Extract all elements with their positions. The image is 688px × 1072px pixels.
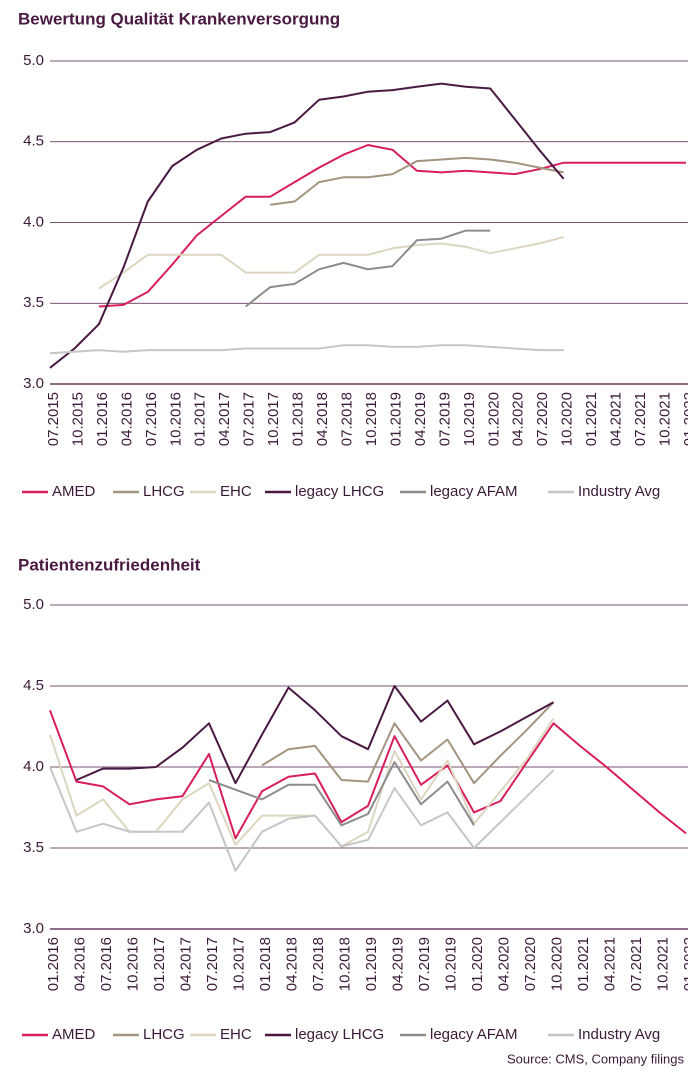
x-tick-label: 07.2020 bbox=[534, 392, 551, 446]
x-tick-label: 04.2018 bbox=[314, 392, 331, 446]
y-tick-label: 4.5 bbox=[23, 133, 44, 150]
series-line bbox=[49, 344, 564, 355]
y-tick-label: 3.5 bbox=[23, 839, 44, 856]
x-tick-label: 07.2021 bbox=[632, 392, 649, 446]
series-line bbox=[49, 709, 687, 840]
x-tick-label: 04.2020 bbox=[510, 392, 527, 446]
x-tick-label: 10.2017 bbox=[230, 937, 247, 991]
legend-label: legacy LHCG bbox=[295, 483, 384, 500]
legend-label: legacy LHCG bbox=[295, 1026, 384, 1043]
x-tick-label: 10.2021 bbox=[657, 392, 674, 446]
y-tick-label: 4.0 bbox=[23, 213, 44, 230]
legend-label: EHC bbox=[220, 1026, 252, 1043]
x-tick-label: 04.2016 bbox=[118, 392, 135, 446]
chart-title: Bewertung Qualität Krankenversorgung bbox=[18, 9, 340, 28]
legend-label: LHCG bbox=[143, 483, 185, 500]
x-tick-label: 07.2018 bbox=[310, 937, 327, 991]
x-tick-label: 01.2022 bbox=[681, 392, 688, 446]
series-line bbox=[76, 685, 554, 785]
series-line bbox=[261, 701, 555, 785]
series-line bbox=[49, 766, 555, 872]
x-tick-label: 01.2019 bbox=[387, 392, 404, 446]
source-note: Source: CMS, Company filings bbox=[507, 1051, 685, 1066]
x-tick-label: 10.2018 bbox=[336, 937, 353, 991]
x-tick-label: 04.2020 bbox=[495, 937, 512, 991]
y-tick-label: 3.0 bbox=[23, 920, 44, 937]
x-tick-label: 07.2018 bbox=[339, 392, 356, 446]
x-tick-label: 07.2016 bbox=[143, 392, 160, 446]
x-tick-label: 10.2016 bbox=[167, 392, 184, 446]
x-tick-label: 01.2021 bbox=[575, 937, 592, 991]
legend-label: AMED bbox=[52, 483, 96, 500]
x-tick-label: 10.2020 bbox=[559, 392, 576, 446]
x-tick-label: 04.2018 bbox=[283, 937, 300, 991]
x-tick-label: 07.2019 bbox=[436, 392, 453, 446]
x-tick-label: 10.2019 bbox=[442, 937, 459, 991]
x-tick-label: 01.2016 bbox=[94, 392, 111, 446]
x-tick-label: 07.2016 bbox=[98, 937, 115, 991]
x-tick-label: 01.2020 bbox=[469, 937, 486, 991]
y-tick-label: 5.0 bbox=[23, 596, 44, 613]
x-tick-label: 07.2017 bbox=[204, 937, 221, 991]
x-tick-label: 04.2021 bbox=[601, 937, 618, 991]
y-tick-label: 3.5 bbox=[23, 294, 44, 311]
x-tick-label: 04.2019 bbox=[412, 392, 429, 446]
legend-label: AMED bbox=[52, 1026, 96, 1043]
x-tick-label: 10.2020 bbox=[548, 937, 565, 991]
x-tick-label: 01.2017 bbox=[192, 392, 209, 446]
x-tick-label: 01.2018 bbox=[290, 392, 307, 446]
x-tick-label: 04.2017 bbox=[177, 937, 194, 991]
x-tick-label: 04.2019 bbox=[389, 937, 406, 991]
legend-label: Industry Avg bbox=[578, 1026, 660, 1043]
x-tick-label: 01.2022 bbox=[681, 937, 688, 991]
x-tick-label: 01.2020 bbox=[485, 392, 502, 446]
y-tick-label: 4.0 bbox=[23, 758, 44, 775]
series-line bbox=[49, 717, 555, 848]
legend-label: Industry Avg bbox=[578, 483, 660, 500]
x-tick-label: 04.2016 bbox=[71, 937, 88, 991]
chart-title: Patientenzufriedenheit bbox=[18, 555, 201, 574]
legend-label: EHC bbox=[220, 483, 252, 500]
x-tick-label: 01.2021 bbox=[583, 392, 600, 446]
x-tick-label: 07.2019 bbox=[416, 937, 433, 991]
x-tick-label: 10.2015 bbox=[69, 392, 86, 446]
x-tick-label: 07.2020 bbox=[522, 937, 539, 991]
series-line bbox=[98, 236, 564, 290]
x-tick-label: 10.2021 bbox=[654, 937, 671, 991]
x-tick-label: 10.2016 bbox=[124, 937, 141, 991]
legend-label: legacy AFAM bbox=[430, 483, 518, 500]
series-line bbox=[49, 82, 565, 369]
x-tick-label: 01.2016 bbox=[45, 937, 62, 991]
x-tick-label: 10.2017 bbox=[265, 392, 282, 446]
x-tick-label: 07.2021 bbox=[628, 937, 645, 991]
y-tick-label: 4.5 bbox=[23, 677, 44, 694]
y-tick-label: 5.0 bbox=[23, 52, 44, 69]
y-tick-label: 3.0 bbox=[23, 375, 44, 392]
x-tick-label: 04.2021 bbox=[608, 392, 625, 446]
x-tick-label: 10.2018 bbox=[363, 392, 380, 446]
legend-label: LHCG bbox=[143, 1026, 185, 1043]
series-line bbox=[98, 144, 686, 308]
x-tick-label: 01.2019 bbox=[363, 937, 380, 991]
x-tick-label: 01.2017 bbox=[151, 937, 168, 991]
x-tick-label: 10.2019 bbox=[461, 392, 478, 446]
series-line bbox=[245, 229, 491, 308]
x-tick-label: 07.2015 bbox=[45, 392, 62, 446]
legend-label: legacy AFAM bbox=[430, 1026, 518, 1043]
x-tick-label: 04.2017 bbox=[216, 392, 233, 446]
series-line bbox=[270, 156, 564, 206]
series-line bbox=[208, 761, 475, 827]
x-tick-label: 01.2018 bbox=[257, 937, 274, 991]
x-tick-label: 07.2017 bbox=[241, 392, 258, 446]
